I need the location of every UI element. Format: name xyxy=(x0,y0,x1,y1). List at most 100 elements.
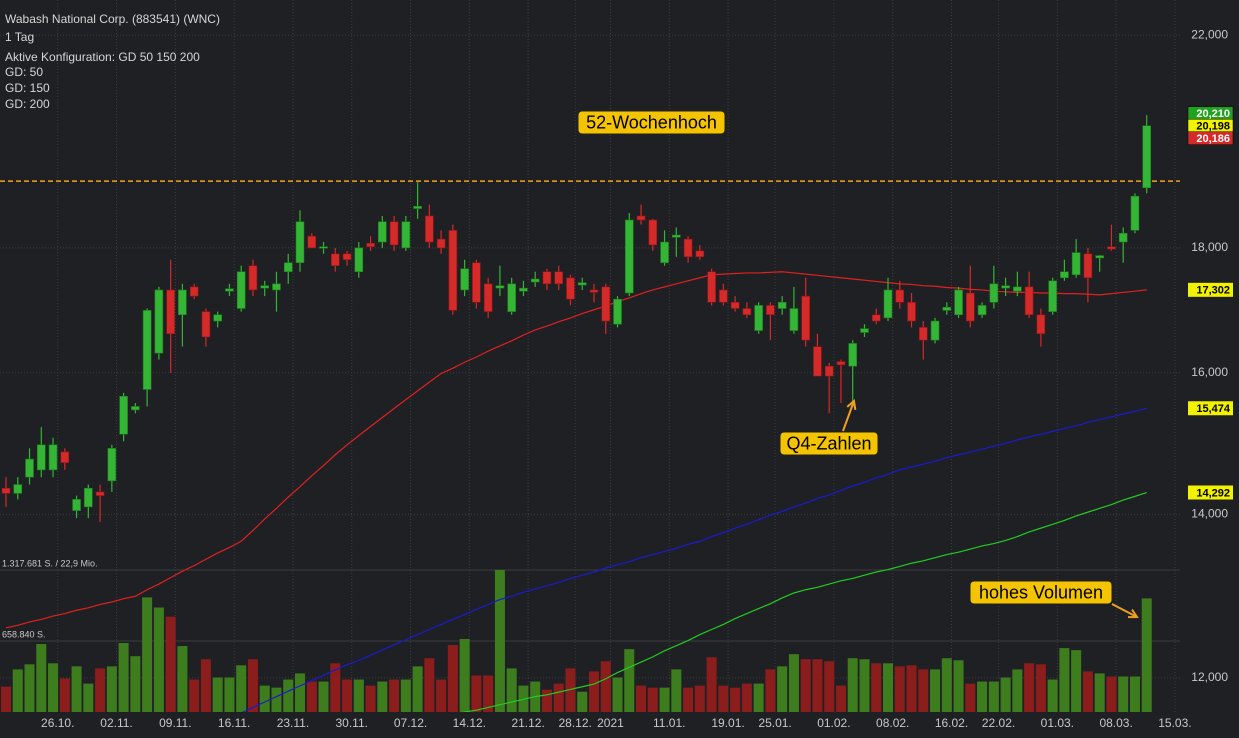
volume-bar xyxy=(48,663,59,712)
value-box-label: 17,302 xyxy=(1196,285,1230,297)
candle-body xyxy=(672,234,681,238)
volume-bar xyxy=(494,570,505,712)
x-tick-label: 21.12. xyxy=(511,716,544,730)
candle-body xyxy=(483,283,493,312)
annotation-arrow xyxy=(1111,603,1138,618)
volume-bar xyxy=(377,681,388,712)
volume-bar xyxy=(365,685,376,712)
candle-body xyxy=(530,278,540,283)
volume-bar xyxy=(95,668,106,712)
candle-body xyxy=(860,328,869,333)
quote-label: 20,198 xyxy=(1196,121,1230,133)
candle-body xyxy=(189,286,199,297)
candle-body xyxy=(836,361,846,366)
candle-body xyxy=(1095,255,1104,259)
candle-body xyxy=(378,221,387,243)
volume-bar xyxy=(24,664,35,712)
volume-bar xyxy=(412,666,423,712)
candle-body xyxy=(542,271,552,285)
candle-body xyxy=(178,289,187,316)
annotation-text: hohes Volumen xyxy=(979,582,1103,602)
candle-body xyxy=(84,487,93,508)
volume-bar xyxy=(1000,677,1011,712)
volume-bar xyxy=(1035,664,1046,712)
volume-bar xyxy=(106,666,117,712)
candle-body xyxy=(1036,314,1046,335)
volume-bar xyxy=(142,597,153,712)
volume-bar xyxy=(1094,673,1105,712)
candle-body xyxy=(260,285,270,289)
volume-bar xyxy=(189,679,200,712)
volume-bar xyxy=(506,668,517,712)
candle-body xyxy=(566,277,575,300)
candle-body xyxy=(871,314,881,322)
candle-body xyxy=(824,365,834,377)
volume-bar xyxy=(777,666,788,712)
quote-label: 20,210 xyxy=(1196,108,1230,120)
volume-bar xyxy=(953,660,964,712)
volume-bar xyxy=(447,645,458,712)
moving-averages xyxy=(5,271,1147,712)
x-tick-label: 25.01. xyxy=(758,716,791,730)
volume-bar xyxy=(459,638,470,712)
candle-body xyxy=(930,320,940,341)
grid xyxy=(0,0,1180,712)
candle-body xyxy=(601,286,611,322)
volume-bar xyxy=(271,687,282,712)
x-tick-label: 19.01. xyxy=(711,716,744,730)
candle-body xyxy=(648,219,658,246)
volume-bar xyxy=(71,666,82,712)
annotation-box xyxy=(577,110,726,135)
volume-bar xyxy=(918,669,929,712)
volume-bar xyxy=(612,677,623,712)
candle-body xyxy=(295,221,305,264)
x-tick-label: 09.11. xyxy=(159,716,191,730)
candle-body xyxy=(1013,286,1022,292)
volume-bar xyxy=(342,679,353,712)
volume-bar xyxy=(165,616,176,712)
volume-bar xyxy=(835,685,846,712)
candle-body xyxy=(48,444,58,471)
annotations: 52-Wochenhoch Q4-Zahlen hohes Volumen xyxy=(577,110,1139,619)
volume-bar xyxy=(236,665,247,712)
candle-body xyxy=(907,301,916,322)
x-tick-label: 08.02. xyxy=(876,716,909,730)
candle-body xyxy=(36,444,46,471)
candle-body xyxy=(801,295,810,341)
candles xyxy=(0,115,1180,523)
x-tick-label: 28.12. xyxy=(558,716,591,730)
annotation-box xyxy=(779,431,879,456)
candle-body xyxy=(942,306,952,311)
volume-bar xyxy=(177,646,188,712)
volume-bar xyxy=(824,661,835,712)
volume-bar xyxy=(1118,676,1129,712)
volume-bar xyxy=(1071,650,1082,712)
y-tick-label: 12,000 xyxy=(1191,670,1228,684)
chart-title: Wabash National Corp. (883541) (WNC) xyxy=(5,12,220,26)
value-box xyxy=(1188,485,1233,500)
candle-body xyxy=(119,395,128,435)
y-tick-label: 18,000 xyxy=(1191,240,1228,254)
volume-bar xyxy=(483,675,494,712)
volume-bar xyxy=(871,663,882,712)
config-text: Aktive Konfiguration: GD 50 150 200 xyxy=(5,50,200,64)
volume-bar xyxy=(671,669,682,712)
annotation-text: Q4-Zahlen xyxy=(786,433,871,453)
volume-bar xyxy=(859,659,870,712)
candle-body xyxy=(813,346,822,377)
candle-body xyxy=(660,241,669,264)
candle-body xyxy=(319,246,328,249)
candle-body xyxy=(436,238,446,249)
candle-body xyxy=(789,308,799,331)
candle-body xyxy=(766,305,775,316)
volume-bar xyxy=(930,669,941,712)
volume-bar xyxy=(577,691,588,712)
volume-bar xyxy=(894,666,905,712)
candle-body xyxy=(472,262,481,303)
volume-bar xyxy=(541,689,552,712)
volume-bar xyxy=(847,658,858,712)
candle-body xyxy=(742,308,752,316)
candle-body xyxy=(425,215,434,243)
volume-bar xyxy=(977,681,988,712)
volume-bar xyxy=(224,677,235,712)
